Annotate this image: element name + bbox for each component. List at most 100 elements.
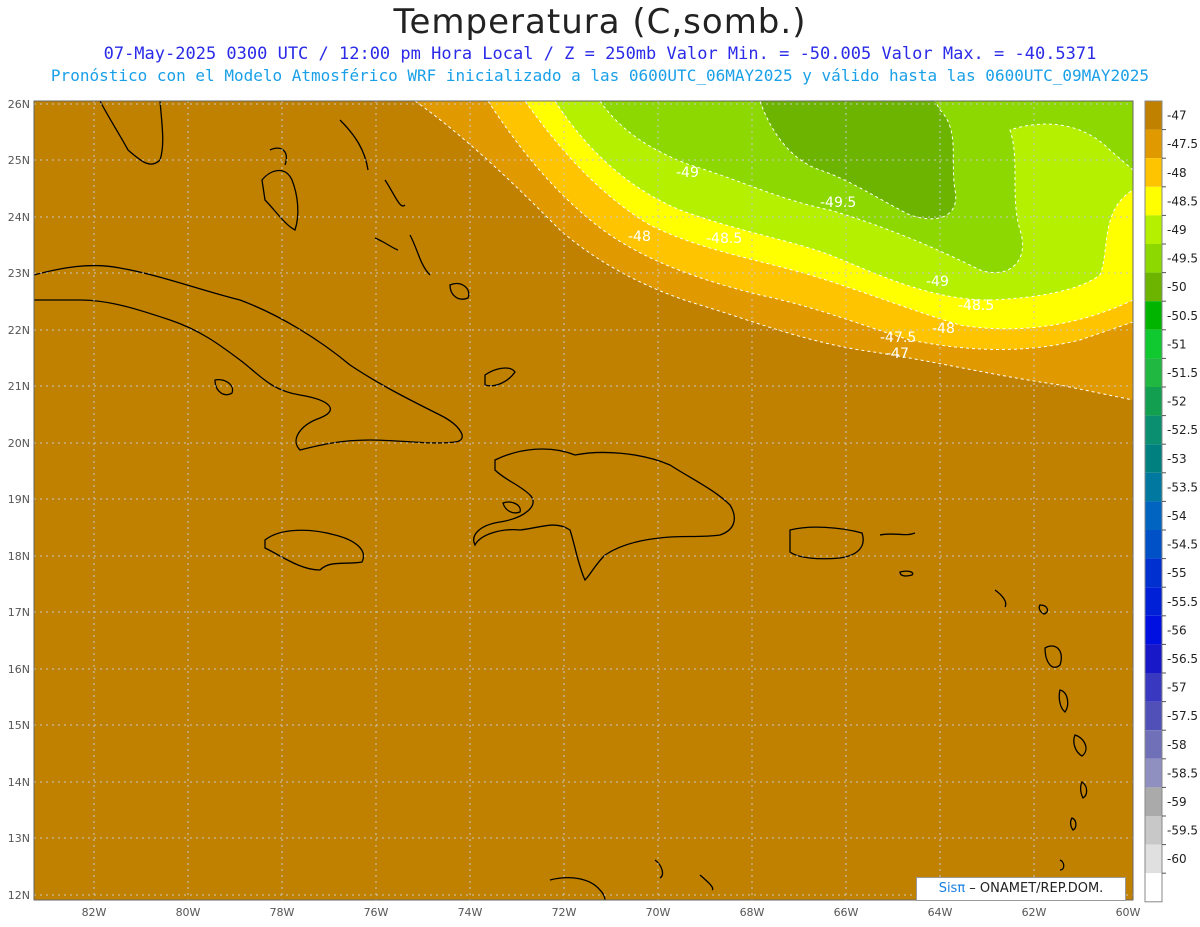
- coastline-st-lucia: [1079, 781, 1088, 799]
- coastline-gonave: [502, 501, 521, 514]
- contour-label: -49: [926, 274, 949, 290]
- lon-tick-label: 68W: [740, 906, 765, 919]
- lon-tick-label: 66W: [834, 906, 859, 919]
- coastline-dominica: [1058, 689, 1069, 713]
- coastline-hispaniola: [473, 448, 735, 582]
- colorbar: -47 -47.5 -48 -48.5 -49 -49.5 -50 -50.5 -51 -51.5…: [1144, 100, 1198, 903]
- colorbar-label: -47: [1167, 109, 1187, 123]
- map-subtitle-model-info: Pronóstico con el Modelo Atmosférico WRF…: [50, 66, 1150, 85]
- colorbar-swatch: [1145, 501, 1162, 530]
- coastline-cat-island: [374, 237, 399, 251]
- colorbar-label: -53: [1167, 452, 1187, 466]
- colorbar-label: -58: [1167, 738, 1187, 752]
- lat-tick-label: 18N: [8, 550, 30, 563]
- lon-tick-label: 64W: [928, 906, 953, 919]
- map-title: Temperatura (C,somb.): [393, 2, 807, 42]
- colorbar-swatch: [1145, 530, 1162, 559]
- coastline-st-vincent: [1069, 817, 1077, 831]
- coastline-eleuthera: [339, 119, 369, 171]
- lat-tick-label: 12N: [8, 889, 30, 902]
- credit-text: – ONAMET/REP.DOM.: [965, 881, 1104, 896]
- coastline-puerto-rico: [789, 526, 864, 560]
- coastline-andros: [261, 169, 299, 231]
- lat-tick-label: 22N: [8, 324, 30, 337]
- colorbar-swatch: [1145, 844, 1162, 874]
- coastline-martinique: [1073, 734, 1087, 757]
- colorbar-label: -53.5: [1167, 480, 1198, 494]
- plot-frame: [33, 100, 1134, 901]
- colorbar-swatch: [1145, 787, 1162, 816]
- temperature-bands: -49 -49.5 -48 -48.5 -49 -48.5 -48 -47.5 …: [34, 101, 1133, 900]
- contour-lines: [414, 101, 1133, 401]
- lat-tick-label: 23N: [8, 267, 30, 280]
- coastline-jamaica: [264, 529, 365, 571]
- colorbar-label: -48.5: [1167, 194, 1198, 208]
- lon-tick-label: 72W: [552, 906, 577, 919]
- contour-label: -47.5: [880, 330, 916, 346]
- longitude-axis: 82W 80W 78W 76W 74W 72W 70W 68W 66W 64W …: [82, 906, 1141, 919]
- colorbar-label: -48: [1167, 166, 1187, 180]
- lon-tick-label: 82W: [82, 906, 107, 919]
- colorbar-swatch: [1145, 301, 1162, 330]
- contour-label: -48: [628, 229, 651, 245]
- colorbar-label: -54: [1167, 509, 1187, 523]
- coastline-guadeloupe: [1044, 645, 1062, 668]
- colorbar-label: -50: [1167, 280, 1187, 294]
- lat-tick-label: 21N: [8, 380, 30, 393]
- colorbar-swatch: [1145, 215, 1162, 244]
- colorbar-label: -59.5: [1167, 824, 1198, 838]
- colorbar-label: -47.5: [1167, 137, 1198, 151]
- coastline-st-croix: [899, 570, 914, 577]
- lat-tick-label: 19N: [8, 493, 30, 506]
- colorbar-label: -52.5: [1167, 423, 1198, 437]
- colorbar-label: -51: [1167, 337, 1187, 351]
- lat-tick-label: 24N: [8, 211, 30, 224]
- contour-label: -48: [932, 321, 955, 337]
- colorbar-label: -51.5: [1167, 366, 1198, 380]
- coastline-cuba: [34, 264, 463, 451]
- colorbar-swatch: [1145, 329, 1162, 359]
- coastline-south-america: [549, 877, 606, 900]
- contour-label: -48.5: [958, 298, 994, 314]
- coastline-acklins: [409, 234, 431, 276]
- colorbar-swatch: [1145, 129, 1162, 159]
- lon-tick-label: 78W: [270, 906, 295, 919]
- map-subtitle-valid-time: 07-May-2025 0300 UTC / 12:00 pm Hora Loc…: [103, 44, 1097, 64]
- colorbar-label: -55: [1167, 566, 1187, 580]
- contour-label: -47: [886, 346, 909, 362]
- colorbar-swatch: [1145, 158, 1162, 187]
- lon-tick-label: 80W: [176, 906, 201, 919]
- colorbar-label: -55.5: [1167, 595, 1198, 609]
- colorbar-swatch: [1145, 415, 1162, 445]
- colorbar-label: -49.5: [1167, 252, 1198, 266]
- colorbar-swatch: [1145, 673, 1162, 702]
- colorbar-swatch: [1145, 587, 1162, 616]
- lat-tick-label: 13N: [8, 832, 30, 845]
- colorbar-swatch: [1145, 444, 1162, 473]
- lon-tick-label: 62W: [1022, 906, 1047, 919]
- colorbar-swatch: [1145, 758, 1162, 788]
- colorbar-label: -57: [1167, 681, 1187, 695]
- contour-label: -49.5: [820, 195, 856, 211]
- colorbar-swatch: [1145, 472, 1162, 502]
- contour-label: -49: [676, 165, 699, 181]
- colorbar-label: -49: [1167, 223, 1187, 237]
- lat-tick-label: 20N: [8, 437, 30, 450]
- lon-tick-label: 70W: [646, 906, 671, 919]
- coastline-st-kitts: [994, 589, 1007, 608]
- colorbar-swatch: [1145, 387, 1162, 416]
- colorbar-swatch: [1145, 101, 1162, 130]
- lat-tick-label: 16N: [8, 663, 30, 676]
- coastline-inagua: [449, 282, 470, 300]
- colorbar-swatch: [1145, 615, 1162, 645]
- lat-tick-label: 25N: [8, 154, 30, 167]
- credit-box: Sisπ – ONAMET/REP.DOM.: [916, 877, 1126, 901]
- colorbar-swatch: [1145, 644, 1162, 673]
- colorbar-swatch: [1145, 244, 1162, 273]
- colorbar-label: -58.5: [1167, 766, 1198, 780]
- colorbar-swatch: [1145, 701, 1162, 731]
- lat-tick-label: 14N: [8, 776, 30, 789]
- colorbar-label: -59: [1167, 795, 1187, 809]
- coastline-grenada: [1059, 859, 1065, 871]
- coastlines: [34, 101, 1088, 900]
